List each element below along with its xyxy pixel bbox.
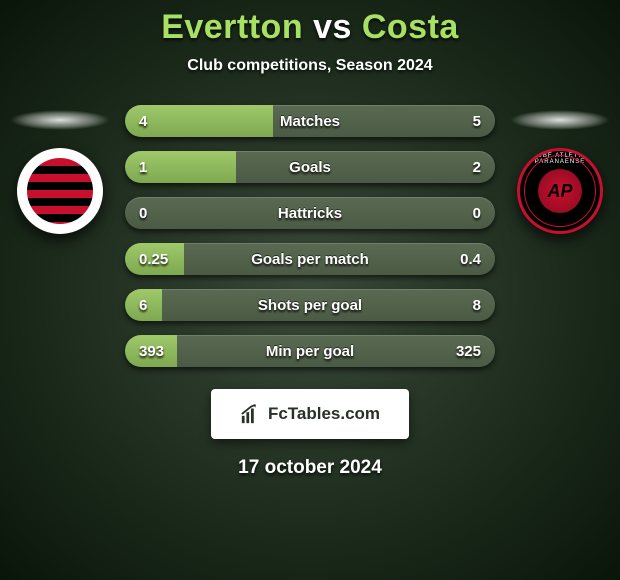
vs-text: vs xyxy=(313,8,352,46)
player2-name: Costa xyxy=(362,8,459,46)
stat-label: Min per goal xyxy=(125,335,495,367)
spotlight-ellipse xyxy=(10,110,110,130)
crest-inner-text: AP xyxy=(547,181,572,202)
stat-bar: 0.250.4Goals per match xyxy=(125,243,495,275)
stat-bar: 393325Min per goal xyxy=(125,335,495,367)
subtitle: Club competitions, Season 2024 xyxy=(0,57,620,75)
spotlight-ellipse xyxy=(510,110,610,130)
left-team-block xyxy=(10,110,110,234)
player1-name: Evertton xyxy=(161,8,303,46)
crest-monogram xyxy=(17,148,103,234)
stat-bar: 12Goals xyxy=(125,151,495,183)
stat-bar: 45Matches xyxy=(125,105,495,137)
stats-bars: 45Matches 12Goals 00Hattricks 0.250.4Goals … xyxy=(125,105,495,367)
stat-label: Matches xyxy=(125,105,495,137)
stat-label: Shots per goal xyxy=(125,289,495,321)
date-text: 17 october 2024 xyxy=(0,457,620,479)
content-root: Evertton vs Costa Club competitions, Sea… xyxy=(0,0,620,580)
right-team-block: CLUBE ATLETICO PARANAENSE AP xyxy=(510,110,610,234)
brand-text: FcTables.com xyxy=(268,404,380,424)
stat-label: Hattricks xyxy=(125,197,495,229)
fctables-logo-icon xyxy=(240,403,262,425)
stat-label: Goals per match xyxy=(125,243,495,275)
brand-box[interactable]: FcTables.com xyxy=(211,389,409,439)
flamengo-crest-icon xyxy=(17,148,103,234)
stat-bar: 68Shots per goal xyxy=(125,289,495,321)
atletico-paranaense-crest-icon: CLUBE ATLETICO PARANAENSE AP xyxy=(517,148,603,234)
stat-bar: 00Hattricks xyxy=(125,197,495,229)
crest-inner: AP xyxy=(538,169,582,213)
stat-label: Goals xyxy=(125,151,495,183)
page-title: Evertton vs Costa xyxy=(0,0,620,47)
